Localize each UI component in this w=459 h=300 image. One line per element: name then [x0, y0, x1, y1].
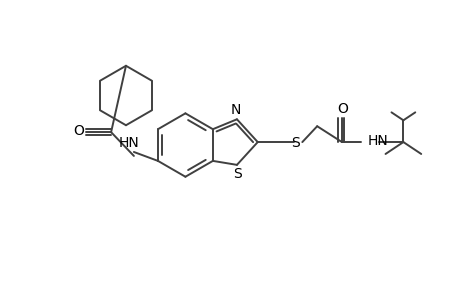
- Text: O: O: [73, 124, 84, 138]
- Text: HN: HN: [367, 134, 387, 148]
- Text: S: S: [233, 167, 242, 181]
- Text: HN: HN: [118, 136, 139, 150]
- Text: O: O: [337, 102, 347, 116]
- Text: S: S: [291, 136, 299, 150]
- Text: N: N: [230, 103, 241, 117]
